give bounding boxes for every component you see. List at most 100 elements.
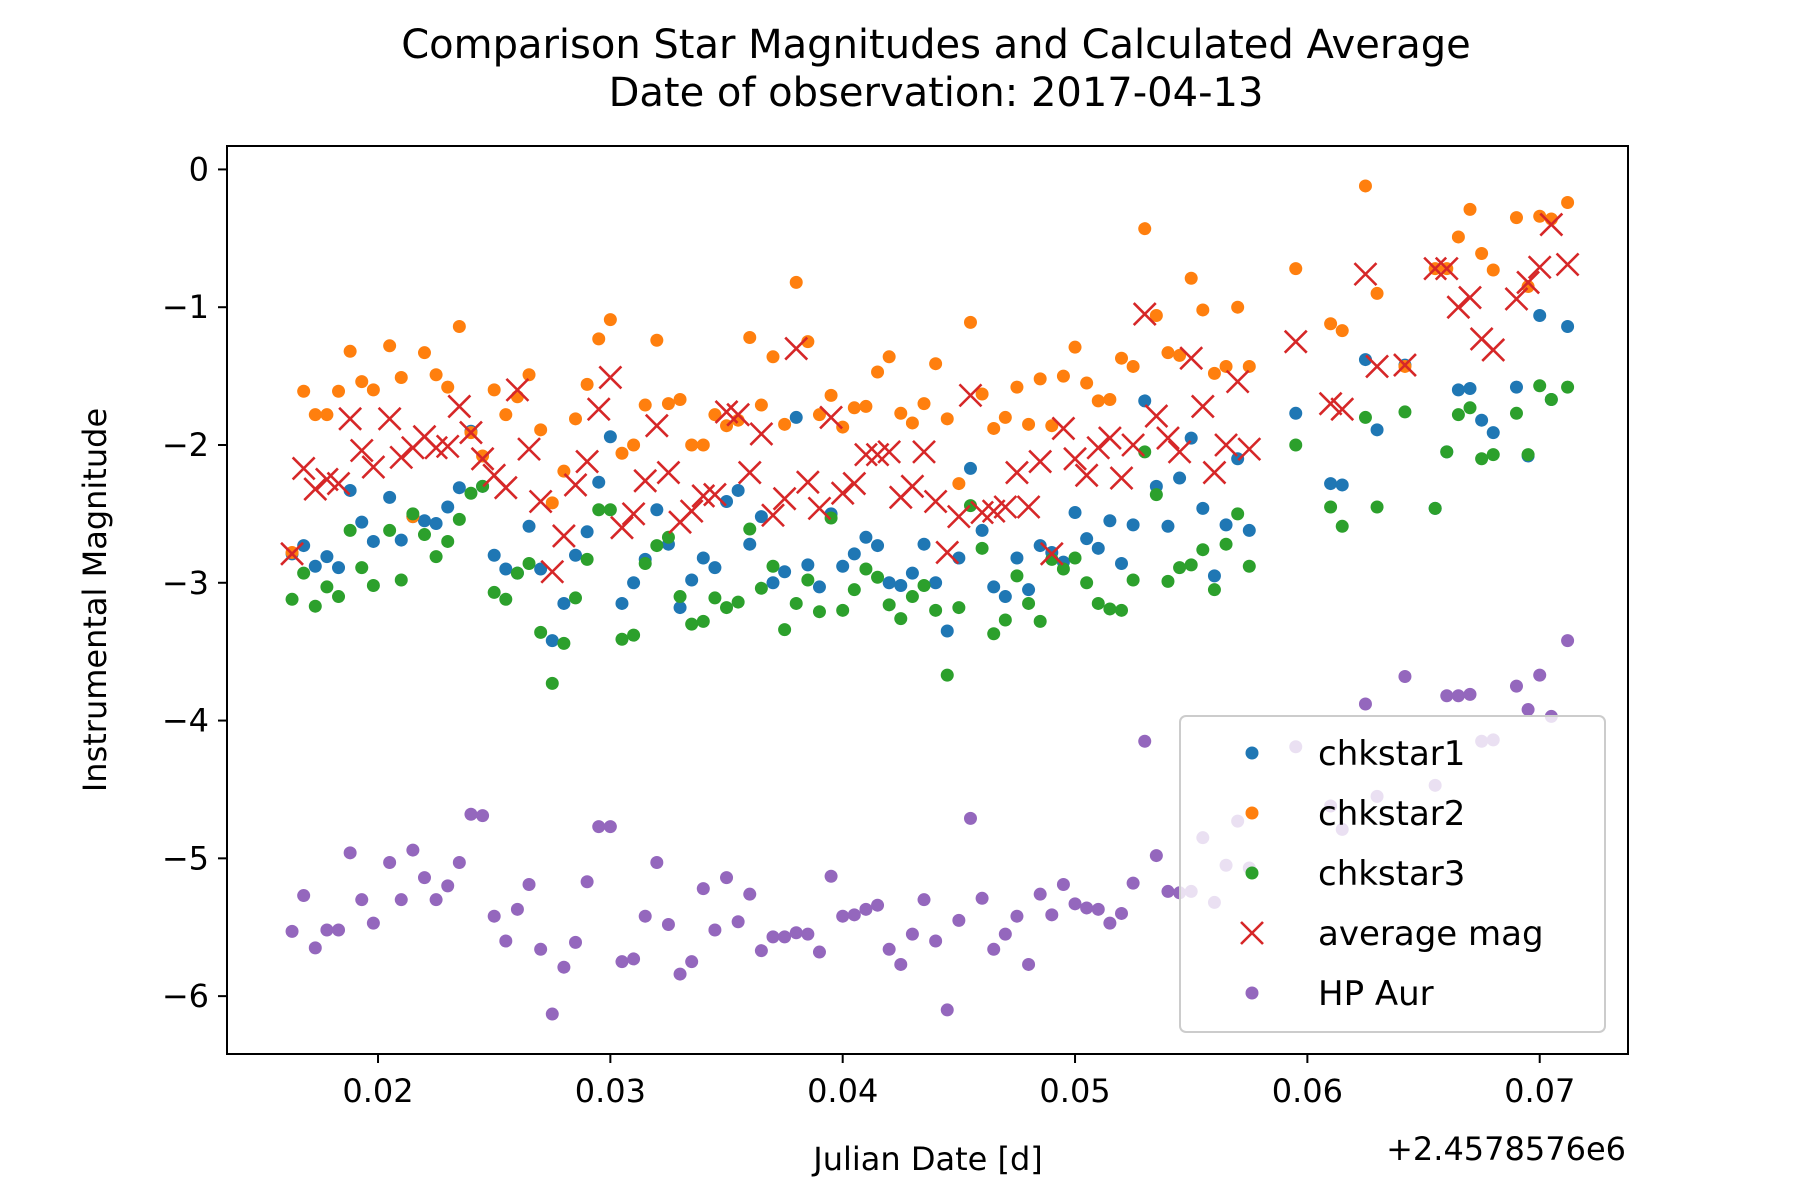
point-average-mag <box>1016 495 1041 519</box>
point-average-mag <box>361 455 386 479</box>
point-chkstar1 <box>394 533 408 547</box>
point-chkstar2 <box>1242 359 1256 373</box>
point-average-mag <box>1446 295 1471 320</box>
point-chkstar2 <box>394 370 408 384</box>
point-average-mag <box>772 486 797 511</box>
point-hp-aur <box>929 934 943 948</box>
point-average-mag <box>377 406 402 431</box>
point-chkstar2 <box>987 421 1001 435</box>
point-chkstar1 <box>998 590 1012 604</box>
point-chkstar3 <box>905 590 919 604</box>
point-average-mag <box>854 442 878 467</box>
point-chkstar3 <box>661 530 675 544</box>
point-hp-aur <box>355 893 369 907</box>
y-tick-label: −2 <box>162 426 209 464</box>
chart-subtitle: Date of observation: 2017-04-13 <box>609 70 1264 116</box>
point-chkstar3 <box>696 614 710 628</box>
point-chkstar2 <box>952 477 966 491</box>
point-average-mag <box>784 336 809 361</box>
point-chkstar2 <box>1068 340 1082 354</box>
point-chkstar2 <box>297 384 311 398</box>
point-chkstar3 <box>1561 380 1575 394</box>
point-chkstar2 <box>894 406 908 420</box>
point-chkstar1 <box>940 624 954 638</box>
point-average-mag <box>749 422 774 446</box>
point-chkstar3 <box>1126 573 1140 587</box>
point-average-mag <box>1434 256 1459 281</box>
point-chkstar3 <box>366 579 380 593</box>
point-chkstar3 <box>1022 596 1036 610</box>
point-chkstar1 <box>545 634 559 648</box>
point-average-mag <box>1214 433 1238 457</box>
point-chkstar3 <box>332 590 346 604</box>
point-hp-aur <box>766 930 780 944</box>
x-tick-label: 0.07 <box>1504 1072 1575 1110</box>
point-hp-aur <box>522 878 536 892</box>
point-average-mag <box>505 377 530 402</box>
point-chkstar2 <box>476 449 490 463</box>
point-chkstar2 <box>1533 209 1547 223</box>
point-chkstar1 <box>627 576 641 590</box>
point-chkstar1 <box>487 548 501 562</box>
point-hp-aur <box>952 913 966 927</box>
series-chkstar2 <box>285 179 1575 559</box>
point-chkstar3 <box>1173 561 1187 575</box>
point-chkstar3 <box>778 623 792 637</box>
point-chkstar3 <box>627 628 641 642</box>
point-average-mag <box>1097 426 1122 451</box>
legend-marker <box>1245 806 1259 820</box>
point-chkstar2 <box>917 397 931 411</box>
point-chkstar2 <box>708 408 722 422</box>
point-chkstar2 <box>308 408 322 422</box>
point-chkstar3 <box>429 550 443 564</box>
point-hp-aur <box>1045 908 1059 922</box>
point-chkstar3 <box>882 598 896 612</box>
point-average-mag <box>1481 338 1506 362</box>
point-chkstar2 <box>824 388 838 402</box>
point-chkstar2 <box>1149 308 1163 322</box>
point-chkstar3 <box>754 581 768 595</box>
point-chkstar2 <box>1033 372 1047 386</box>
point-chkstar1 <box>673 601 687 615</box>
point-hp-aur <box>650 855 664 869</box>
point-chkstar1 <box>355 515 369 529</box>
point-chkstar2 <box>355 375 369 389</box>
point-average-mag <box>598 365 623 390</box>
point-hp-aur <box>685 955 699 969</box>
point-hp-aur <box>1115 906 1129 920</box>
point-chkstar2 <box>882 350 896 364</box>
point-hp-aur <box>987 942 1001 956</box>
legend-marker <box>1245 866 1259 880</box>
point-chkstar1 <box>929 576 943 590</box>
point-average-mag <box>1202 460 1227 485</box>
point-average-mag <box>447 394 472 419</box>
point-chkstar3 <box>998 613 1012 627</box>
point-chkstar3 <box>1358 410 1372 424</box>
point-chkstar3 <box>1080 576 1094 590</box>
point-chkstar1 <box>1138 394 1152 408</box>
point-chkstar3 <box>975 541 989 555</box>
point-chkstar1 <box>308 559 322 573</box>
point-chkstar3 <box>343 523 357 537</box>
point-average-mag <box>1121 433 1146 457</box>
point-chkstar3 <box>522 556 536 570</box>
legend-item-average-mag: average mag <box>1240 914 1544 954</box>
point-hp-aur <box>297 889 311 903</box>
point-chkstar1 <box>1231 452 1245 466</box>
point-hp-aur <box>882 942 896 956</box>
point-chkstar1 <box>1207 569 1221 583</box>
point-chkstar3 <box>569 591 583 605</box>
point-chkstar3 <box>987 627 1001 641</box>
point-hp-aur <box>592 820 606 834</box>
point-chkstar2 <box>1080 376 1094 390</box>
point-chkstar1 <box>441 500 455 514</box>
point-hp-aur <box>975 891 989 905</box>
point-average-mag <box>610 515 634 540</box>
point-chkstar1 <box>1033 539 1047 553</box>
point-chkstar1 <box>847 547 861 561</box>
point-hp-aur <box>534 942 548 956</box>
point-chkstar2 <box>1056 369 1070 383</box>
point-chkstar3 <box>417 528 431 542</box>
point-chkstar1 <box>603 430 617 444</box>
